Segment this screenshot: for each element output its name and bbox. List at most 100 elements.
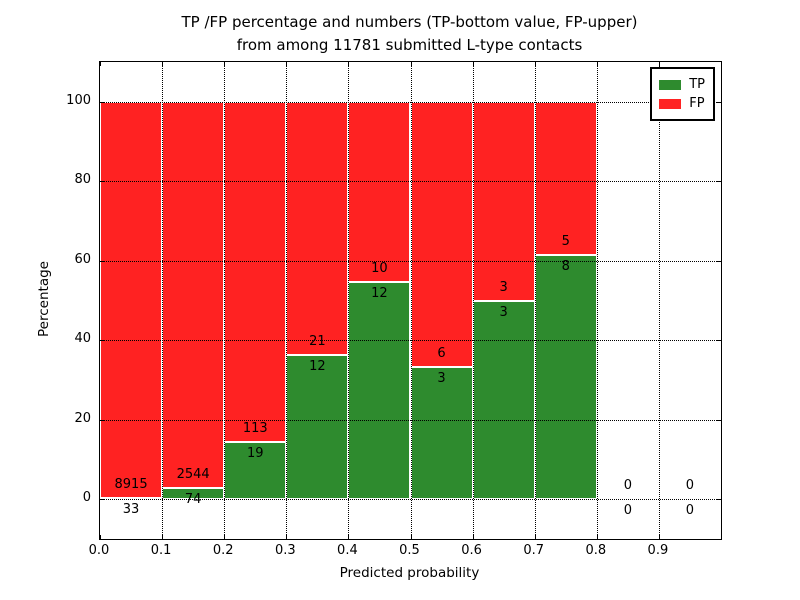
y-tick-mark-right bbox=[717, 340, 721, 342]
bar-tp-segment bbox=[224, 442, 287, 500]
y-tick-label: 100 bbox=[66, 92, 91, 108]
bar-fp-segment bbox=[286, 101, 349, 355]
v-gridline bbox=[410, 62, 412, 539]
tp-count-label: 74 bbox=[184, 492, 202, 507]
x-tick-mark-top bbox=[224, 62, 226, 66]
x-tick-mark-top bbox=[534, 62, 536, 66]
v-gridline bbox=[658, 62, 660, 539]
x-tick-mark-top bbox=[410, 62, 412, 66]
legend-label: FP bbox=[689, 96, 705, 111]
x-tick-label: 0.0 bbox=[88, 543, 110, 558]
chart-title: TP /FP percentage and numbers (TP-bottom… bbox=[99, 11, 720, 57]
x-tick-mark bbox=[162, 535, 164, 539]
y-tick-mark bbox=[100, 419, 104, 421]
x-tick-label: 0.1 bbox=[150, 543, 172, 558]
chart-title-line1: TP /FP percentage and numbers (TP-bottom… bbox=[181, 13, 638, 31]
x-tick-label: 0.3 bbox=[274, 543, 296, 558]
fp-count-label: 3 bbox=[499, 279, 508, 295]
x-tick-mark-top bbox=[348, 62, 350, 66]
x-tick-label: 0.2 bbox=[212, 543, 234, 558]
x-tick-label: 0.8 bbox=[585, 543, 607, 558]
chart-title-line2: from among 11781 submitted L-type contac… bbox=[236, 36, 583, 54]
x-tick-mark bbox=[534, 535, 536, 539]
bar-tp-segment bbox=[472, 300, 535, 500]
tp-count-label: 0 bbox=[685, 503, 695, 519]
fp-count-label: 0 bbox=[685, 478, 695, 494]
x-axis-label: Predicted probability bbox=[339, 565, 480, 581]
y-tick-mark-right bbox=[717, 419, 721, 421]
v-gridline bbox=[348, 62, 350, 539]
x-tick-mark-top bbox=[472, 62, 474, 66]
tp-count-label: 3 bbox=[437, 370, 446, 386]
x-tick-mark bbox=[348, 535, 350, 539]
x-tick-mark-top bbox=[596, 62, 598, 66]
bar-tp-segment bbox=[286, 354, 349, 500]
y-tick-label: 80 bbox=[74, 172, 91, 188]
fp-legend-swatch bbox=[659, 98, 682, 109]
x-tick-mark bbox=[472, 535, 474, 539]
y-tick-mark-right bbox=[717, 101, 721, 103]
plot-area: 8915 33 2544 74 113 19 21 12 10 12 6 3 3 3 5 8 0 0 0 0 TP FP bbox=[99, 61, 722, 540]
x-tick-mark bbox=[224, 535, 226, 539]
fp-count-label: 2544 bbox=[176, 467, 210, 482]
y-tick-mark bbox=[100, 260, 104, 262]
fp-count-label: 8915 bbox=[114, 476, 148, 492]
v-gridline bbox=[162, 62, 164, 539]
fp-count-label: 21 bbox=[309, 333, 326, 349]
tp-count-label: 0 bbox=[623, 503, 632, 519]
tp-legend-swatch bbox=[659, 79, 682, 90]
legend-row: TP bbox=[659, 75, 705, 94]
bar-tp-segment bbox=[348, 282, 411, 500]
y-tick-mark bbox=[100, 181, 104, 183]
x-tick-mark-top bbox=[100, 62, 101, 66]
tp-count-label: 12 bbox=[309, 358, 326, 374]
y-tick-label: 60 bbox=[74, 251, 91, 267]
x-tick-mark-top bbox=[658, 62, 660, 66]
x-tick-label: 0.7 bbox=[523, 543, 545, 558]
bar-tp-segment bbox=[534, 254, 597, 500]
x-tick-label: 0.4 bbox=[337, 543, 358, 558]
x-tick-mark bbox=[286, 535, 288, 539]
x-tick-label: 0.5 bbox=[399, 543, 420, 558]
v-gridline bbox=[534, 62, 536, 539]
v-gridline bbox=[472, 62, 474, 539]
x-tick-mark-top bbox=[286, 62, 288, 66]
fp-count-label: 10 bbox=[371, 261, 388, 277]
legend: TP FP bbox=[650, 67, 715, 121]
fp-count-label: 6 bbox=[437, 345, 446, 361]
x-tick-mark bbox=[100, 535, 101, 539]
y-tick-mark bbox=[100, 101, 104, 103]
y-tick-label: 0 bbox=[82, 490, 91, 506]
bar-fp-segment bbox=[348, 101, 411, 283]
bar-fp-segment bbox=[472, 101, 535, 301]
fp-count-label: 113 bbox=[242, 421, 268, 437]
fp-count-label: 0 bbox=[623, 478, 632, 494]
y-tick-mark-right bbox=[717, 499, 721, 501]
x-tick-label: 0.6 bbox=[461, 543, 482, 558]
fp-count-label: 5 bbox=[561, 233, 570, 249]
y-tick-mark bbox=[100, 340, 104, 342]
x-tick-label: 0.9 bbox=[647, 543, 669, 558]
tp-count-label: 12 bbox=[371, 286, 388, 302]
x-tick-mark bbox=[658, 535, 660, 539]
bar-tp-segment bbox=[410, 366, 473, 500]
tp-count-label: 8 bbox=[561, 258, 570, 274]
v-gridline bbox=[596, 62, 598, 539]
tp-count-label: 19 bbox=[246, 446, 264, 462]
bar-fp-segment bbox=[224, 101, 287, 443]
bar-fp-segment bbox=[162, 101, 225, 488]
y-tick-label: 20 bbox=[74, 410, 91, 426]
y-tick-mark-right bbox=[717, 260, 721, 262]
x-tick-mark-top bbox=[162, 62, 164, 66]
tp-count-label: 33 bbox=[122, 501, 140, 517]
y-tick-mark-right bbox=[717, 181, 721, 183]
x-tick-mark bbox=[596, 535, 598, 539]
y-tick-mark bbox=[100, 499, 104, 501]
y-axis-label: Percentage bbox=[36, 261, 52, 337]
legend-label: TP bbox=[689, 77, 705, 92]
v-gridline bbox=[286, 62, 288, 539]
bar-fp-segment bbox=[410, 101, 473, 367]
legend-row: FP bbox=[659, 94, 705, 113]
bar-fp-segment bbox=[534, 101, 597, 255]
